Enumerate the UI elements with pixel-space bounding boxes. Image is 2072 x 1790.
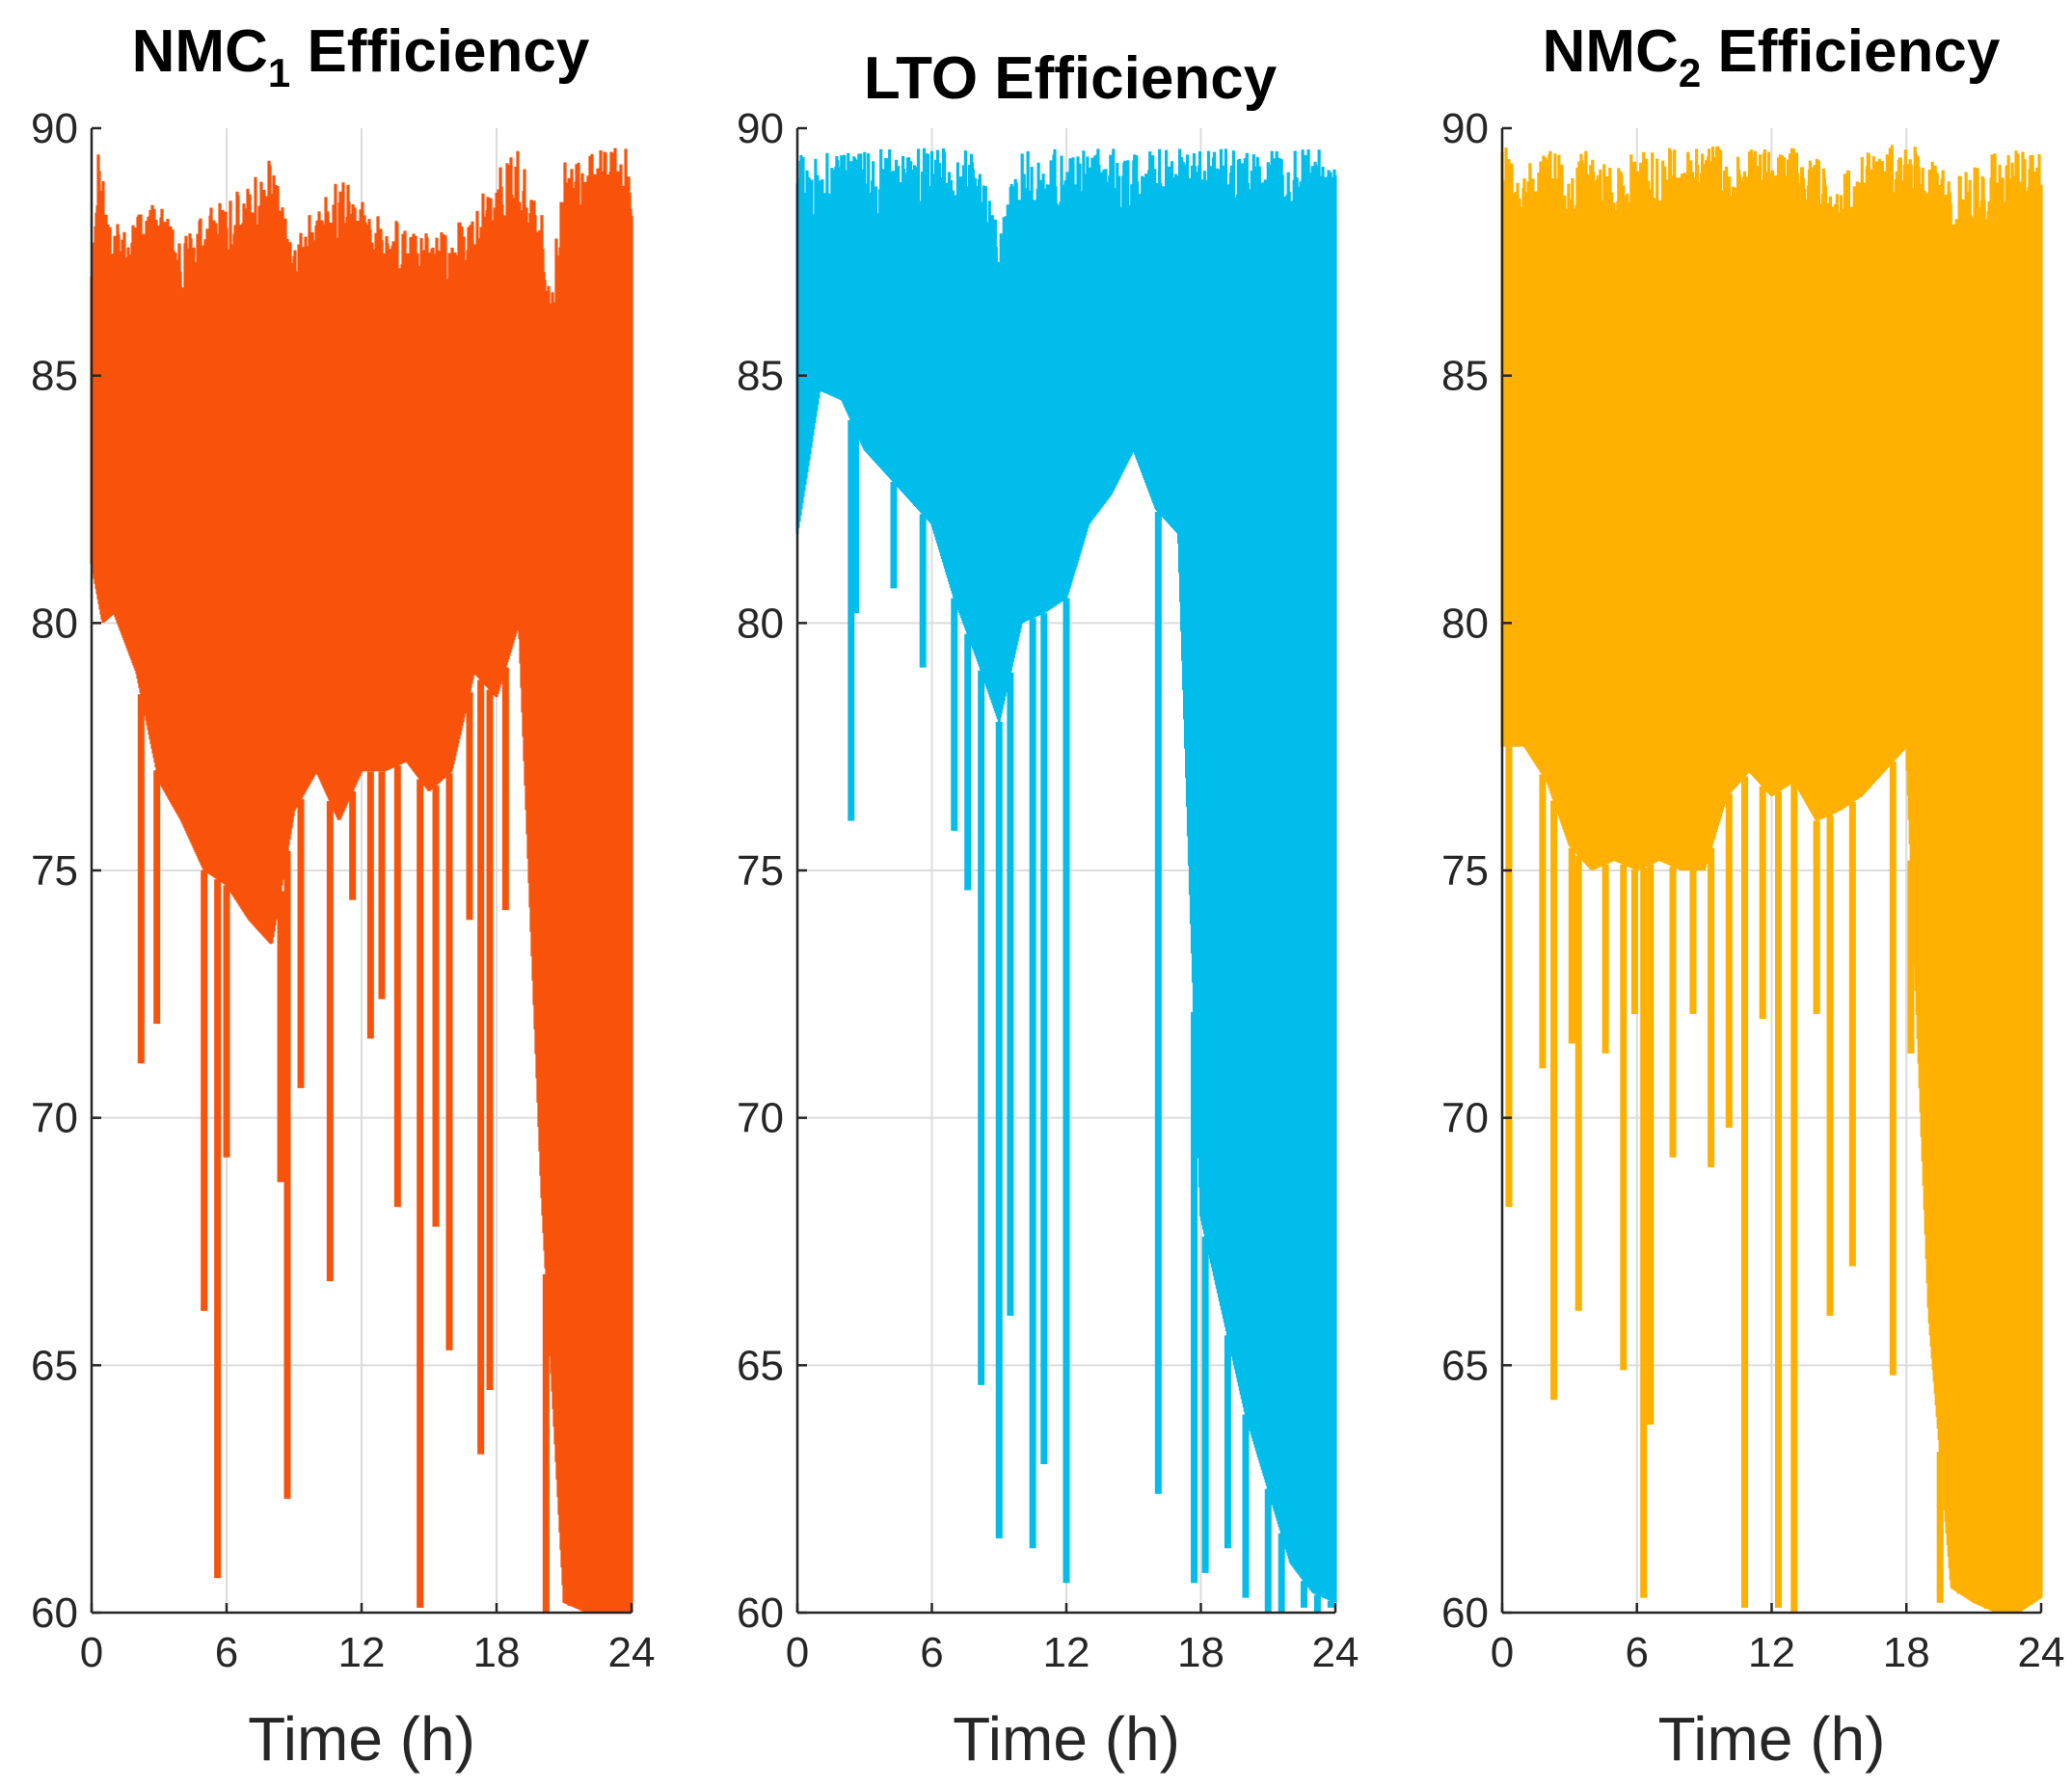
y-tick-label: 75	[1441, 847, 1489, 895]
y-tick-label: 60	[737, 1590, 784, 1637]
y-tick-label: 90	[31, 105, 78, 152]
x-tick-label: 18	[473, 1629, 521, 1676]
x-tick-label: 0	[786, 1629, 809, 1676]
y-tick-label: 85	[737, 353, 784, 400]
chart-title-subscript: 1	[268, 50, 290, 95]
x-tick-label: 18	[1177, 1629, 1224, 1676]
x-tick-label: 0	[1491, 1629, 1514, 1676]
x-axis-label: Time (h)	[1658, 1704, 1886, 1774]
chart-title-suffix: Efficiency	[290, 18, 590, 85]
chart-lto-efficiency: 60 65 70 75 80 85 90 0 6 12 18 24 Time (h) LTO Effici…	[737, 45, 1359, 1774]
chart-title-suffix: Efficiency	[1701, 18, 2001, 85]
y-tick-label: 70	[737, 1095, 784, 1142]
x-axis-label: Time (h)	[248, 1704, 475, 1774]
chart-title-main: LTO Efficiency	[864, 45, 1278, 112]
chart-title-main: NMC	[1543, 18, 1679, 85]
x-tick-label: 12	[338, 1629, 386, 1676]
y-tick-label: 80	[31, 600, 78, 647]
chart-title: LTO Efficiency	[864, 45, 1278, 112]
y-tick-label: 75	[31, 847, 78, 895]
y-tick-label: 90	[1441, 105, 1489, 152]
chart-title: NMC1 Efficiency	[132, 18, 590, 95]
y-tick-label: 85	[31, 353, 78, 400]
x-tick-label: 24	[608, 1629, 656, 1676]
x-tick-label: 0	[80, 1629, 103, 1676]
x-tick-label: 24	[1312, 1629, 1359, 1676]
chart-title: NMC2 Efficiency	[1543, 18, 2001, 95]
chart-title-subscript: 2	[1679, 50, 1701, 95]
y-tick-label: 90	[737, 105, 784, 152]
x-tick-label: 18	[1883, 1629, 1930, 1676]
x-tick-label: 24	[2018, 1629, 2065, 1676]
y-tick-label: 70	[1441, 1095, 1489, 1142]
chart-nmc2-efficiency: 60 65 70 75 80 85 90 0 6 12 18 24 Time (h) NMC2 Effic…	[1441, 18, 2064, 1774]
y-tick-label: 65	[737, 1342, 784, 1389]
y-tick-label: 65	[1441, 1342, 1489, 1389]
x-tick-label: 6	[1626, 1629, 1649, 1676]
y-tick-label: 80	[1441, 600, 1489, 647]
x-tick-label: 12	[1043, 1629, 1090, 1676]
y-tick-label: 80	[737, 600, 784, 647]
y-tick-label: 85	[1441, 353, 1489, 400]
y-tick-label: 70	[31, 1095, 78, 1142]
x-axis-label: Time (h)	[953, 1704, 1180, 1774]
y-tick-label: 60	[1441, 1590, 1489, 1637]
x-tick-label: 6	[215, 1629, 238, 1676]
y-tick-label: 60	[31, 1590, 78, 1637]
x-tick-label: 6	[920, 1629, 943, 1676]
chart-nmc1-efficiency: 60 65 70 75 80 85 90 0 6 12 18 24 Time (h) NMC1 Effic…	[31, 18, 655, 1774]
chart-title-main: NMC	[132, 18, 268, 85]
x-tick-label: 12	[1748, 1629, 1795, 1676]
y-tick-label: 65	[31, 1342, 78, 1389]
y-tick-label: 75	[737, 847, 784, 895]
